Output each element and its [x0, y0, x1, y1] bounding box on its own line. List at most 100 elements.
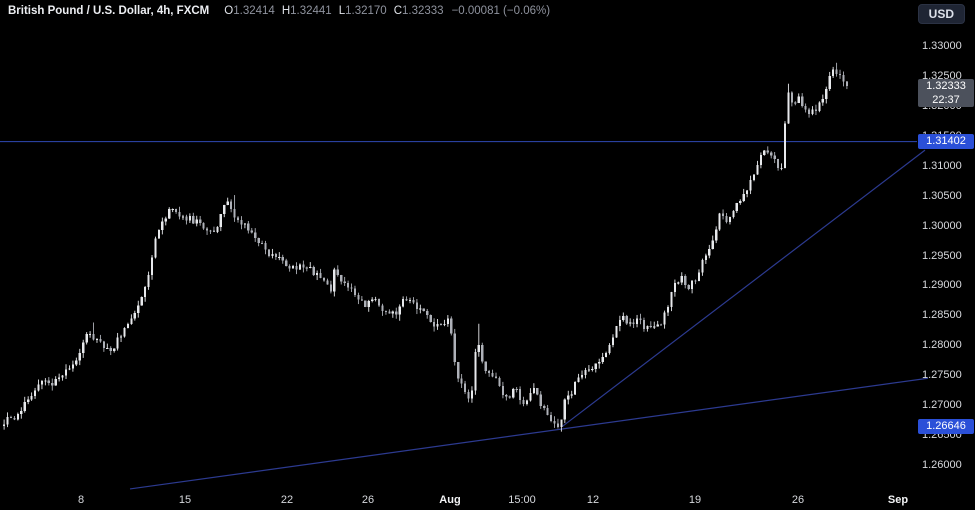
candle-body [119, 336, 123, 338]
candle-body [333, 269, 336, 292]
price-line-label-lower: 1.26646 [918, 418, 974, 434]
candle-body [446, 318, 449, 324]
candle-body [364, 300, 367, 307]
candle-body [133, 312, 136, 319]
candle-body [549, 415, 553, 422]
candle-body [360, 299, 363, 301]
candle-body [23, 401, 26, 411]
candle-body [605, 352, 608, 358]
candle-body [422, 308, 425, 311]
price-tick-label: 1.27000 [922, 399, 962, 412]
candle-body [412, 299, 415, 303]
symbol-legend[interactable]: British Pound / U.S. Dollar, 4h, FXCM O1.… [8, 5, 550, 17]
candle-body [684, 276, 687, 285]
candle-body [395, 311, 398, 315]
candle-body [594, 363, 597, 369]
candle-body [195, 219, 198, 224]
candle-body [102, 341, 105, 349]
candle-body [240, 219, 243, 225]
candle-body [801, 96, 804, 107]
candle-body [329, 284, 332, 292]
candle-body [181, 216, 185, 218]
candle-body [660, 324, 663, 326]
candle-body [673, 283, 676, 293]
candle-body [144, 287, 147, 298]
candle-body [532, 388, 535, 394]
candle-body [408, 299, 412, 301]
candle-body [216, 226, 219, 232]
candle-body [298, 264, 302, 270]
candle-body [171, 208, 174, 210]
open-label: O [224, 5, 234, 17]
candle-body [752, 174, 756, 181]
bar-countdown: 22:37 [932, 93, 960, 106]
currency-toggle-badge[interactable]: USD [917, 4, 965, 24]
candle-body [54, 378, 57, 386]
candle-body [697, 272, 701, 281]
candle-body [75, 360, 78, 365]
candle-body [295, 266, 298, 270]
candle-body [519, 388, 522, 401]
candle-body [85, 334, 88, 343]
candle-body [629, 322, 632, 324]
candle-body [40, 380, 44, 385]
candle-body [20, 410, 23, 414]
candle-body [27, 399, 30, 402]
candle-body [560, 419, 563, 427]
candle-body [508, 396, 511, 398]
candlestick-series [3, 62, 848, 432]
candle-body [646, 326, 649, 330]
price-axis[interactable]: 1.32333 22:37 1.31402 1.26646 1.33000 1.3… [917, 0, 975, 490]
candle-body [16, 413, 19, 420]
candle-body [188, 215, 191, 221]
candle-body [278, 256, 281, 258]
candle-body [477, 345, 480, 352]
candle-body [529, 393, 532, 401]
time-tick-label: 26 [791, 494, 805, 506]
candle-body [147, 274, 150, 288]
candle-body [460, 378, 463, 384]
candle-body [704, 255, 707, 260]
candle-body [402, 299, 405, 307]
candle-body [205, 228, 209, 231]
candle-body [230, 201, 233, 209]
candle-body [756, 164, 759, 175]
candle-body [319, 273, 322, 279]
candle-body [429, 314, 432, 322]
symbol-title[interactable]: British Pound / U.S. Dollar, 4h, FXCM [8, 5, 210, 17]
candle-body [350, 287, 353, 289]
current-price-value: 1.32333 [926, 79, 966, 92]
candle-body [811, 109, 814, 115]
candle-body [384, 310, 388, 312]
candle-body [635, 318, 639, 324]
open-value: 1.32414 [233, 5, 275, 17]
candle-body [842, 75, 845, 82]
rising-trendline-steep[interactable] [561, 149, 926, 428]
candle-body [814, 109, 818, 111]
candle-body [51, 383, 54, 386]
candle-body [797, 96, 800, 103]
candle-body [377, 299, 381, 306]
time-axis[interactable]: 8 15 22 26 Aug 15:00 12 19 26 Sep [0, 490, 917, 510]
candle-body [257, 237, 260, 243]
candle-body [721, 213, 725, 217]
candle-body [770, 152, 773, 156]
support-trendline-long[interactable] [129, 377, 929, 490]
candle-body [512, 388, 515, 398]
candle-body [288, 265, 291, 269]
price-tick-label: 1.26000 [922, 459, 962, 472]
candle-body [192, 215, 195, 224]
candle-body [223, 204, 226, 215]
candle-body [398, 306, 401, 315]
candle-body [250, 230, 253, 233]
candle-body [577, 377, 580, 383]
candle-body [728, 217, 732, 223]
candle-body [708, 248, 711, 256]
candle-body [766, 150, 769, 153]
candle-body [61, 375, 64, 378]
candle-body [845, 81, 848, 86]
candle-body [735, 203, 738, 212]
candle-body [274, 253, 277, 257]
candle-body [95, 339, 99, 341]
